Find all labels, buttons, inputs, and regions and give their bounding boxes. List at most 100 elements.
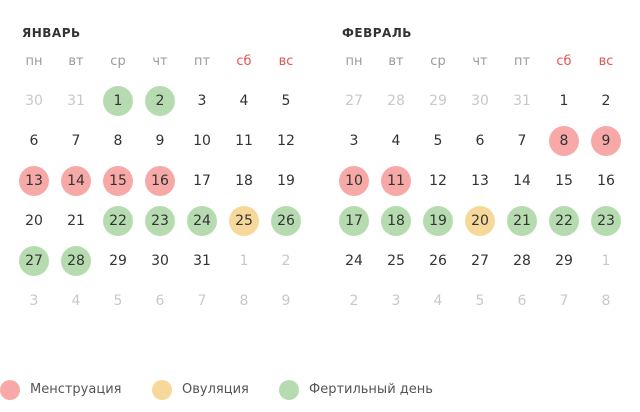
- legend-label: Овуляция: [182, 382, 249, 397]
- day-fertile[interactable]: 22: [549, 206, 579, 236]
- day-outside-month[interactable]: 8: [239, 293, 249, 309]
- day-menstruation[interactable]: 8: [549, 126, 579, 156]
- day-outside-month[interactable]: 4: [433, 293, 443, 309]
- day-outside-month[interactable]: 28: [387, 93, 405, 109]
- day[interactable]: 5: [281, 93, 291, 109]
- day-ovulation[interactable]: 25: [229, 206, 259, 236]
- day[interactable]: 4: [391, 133, 401, 149]
- day[interactable]: 2: [601, 93, 611, 109]
- day-fertile[interactable]: 27: [19, 246, 49, 276]
- day[interactable]: 12: [429, 173, 447, 189]
- day[interactable]: 4: [239, 93, 249, 109]
- day-fertile[interactable]: 1: [103, 86, 133, 116]
- day[interactable]: 18: [235, 173, 253, 189]
- day-fertile[interactable]: 28: [61, 246, 91, 276]
- day-fertile[interactable]: 21: [507, 206, 537, 236]
- day[interactable]: 25: [387, 253, 405, 269]
- day[interactable]: 7: [517, 133, 527, 149]
- weekday-label: сб: [556, 54, 572, 69]
- day-ovulation[interactable]: 20: [465, 206, 495, 236]
- day-outside-month[interactable]: 29: [429, 93, 447, 109]
- day-menstruation[interactable]: 13: [19, 166, 49, 196]
- day-menstruation[interactable]: 16: [145, 166, 175, 196]
- day-outside-month[interactable]: 1: [601, 253, 611, 269]
- day[interactable]: 16: [597, 173, 615, 189]
- weekday-label: ср: [430, 54, 446, 69]
- day-outside-month[interactable]: 7: [197, 293, 207, 309]
- day[interactable]: 13: [471, 173, 489, 189]
- day[interactable]: 14: [513, 173, 531, 189]
- weekday-label: сб: [236, 54, 252, 69]
- day-outside-month[interactable]: 5: [113, 293, 123, 309]
- day[interactable]: 19: [277, 173, 295, 189]
- day-menstruation[interactable]: 9: [591, 126, 621, 156]
- day-fertile[interactable]: 17: [339, 206, 369, 236]
- day[interactable]: 10: [193, 133, 211, 149]
- day[interactable]: 20: [25, 213, 43, 229]
- day-outside-month[interactable]: 6: [517, 293, 527, 309]
- day-menstruation[interactable]: 10: [339, 166, 369, 196]
- day[interactable]: 1: [559, 93, 569, 109]
- day-menstruation[interactable]: 15: [103, 166, 133, 196]
- weekday-label: пт: [513, 54, 531, 69]
- menstruation-dot-icon: [0, 380, 20, 400]
- day-outside-month[interactable]: 3: [391, 293, 401, 309]
- day[interactable]: 5: [433, 133, 443, 149]
- day[interactable]: 17: [193, 173, 211, 189]
- day-outside-month[interactable]: 31: [67, 93, 85, 109]
- day-outside-month[interactable]: 27: [345, 93, 363, 109]
- day[interactable]: 28: [513, 253, 531, 269]
- day[interactable]: 9: [155, 133, 165, 149]
- day-menstruation[interactable]: 11: [381, 166, 411, 196]
- weekday-label: вс: [278, 54, 294, 69]
- day-outside-month[interactable]: 30: [25, 93, 43, 109]
- day-outside-month[interactable]: 6: [155, 293, 165, 309]
- day[interactable]: 26: [429, 253, 447, 269]
- day-fertile[interactable]: 2: [145, 86, 175, 116]
- day[interactable]: 31: [193, 253, 211, 269]
- day-outside-month[interactable]: 3: [29, 293, 39, 309]
- day[interactable]: 12: [277, 133, 295, 149]
- day-outside-month[interactable]: 7: [559, 293, 569, 309]
- day[interactable]: 6: [29, 133, 39, 149]
- day-outside-month[interactable]: 31: [513, 93, 531, 109]
- day-outside-month[interactable]: 1: [239, 253, 249, 269]
- weekday-label: ср: [110, 54, 126, 69]
- day-fertile[interactable]: 18: [381, 206, 411, 236]
- day-outside-month[interactable]: 2: [281, 253, 291, 269]
- day[interactable]: 29: [109, 253, 127, 269]
- weekday-label: вс: [598, 54, 614, 69]
- day[interactable]: 21: [67, 213, 85, 229]
- ovulation-dot-icon: [152, 380, 172, 400]
- day[interactable]: 3: [197, 93, 207, 109]
- day-menstruation[interactable]: 14: [61, 166, 91, 196]
- weekday-label: пн: [25, 54, 43, 69]
- day-fertile[interactable]: 23: [591, 206, 621, 236]
- day-outside-month[interactable]: 5: [475, 293, 485, 309]
- day[interactable]: 8: [113, 133, 123, 149]
- day-fertile[interactable]: 24: [187, 206, 217, 236]
- day[interactable]: 30: [151, 253, 169, 269]
- weekday-label: вт: [68, 54, 84, 69]
- day-fertile[interactable]: 26: [271, 206, 301, 236]
- day-outside-month[interactable]: 30: [471, 93, 489, 109]
- month-title: ФЕВРАЛЬ: [342, 26, 412, 40]
- weekday-label: чт: [472, 54, 488, 69]
- day-outside-month[interactable]: 9: [281, 293, 291, 309]
- day[interactable]: 24: [345, 253, 363, 269]
- day-outside-month[interactable]: 2: [349, 293, 359, 309]
- day[interactable]: 11: [235, 133, 253, 149]
- day[interactable]: 29: [555, 253, 573, 269]
- day[interactable]: 3: [349, 133, 359, 149]
- day[interactable]: 6: [475, 133, 485, 149]
- day-fertile[interactable]: 22: [103, 206, 133, 236]
- day-outside-month[interactable]: 8: [601, 293, 611, 309]
- day-fertile[interactable]: 19: [423, 206, 453, 236]
- month-title: ЯНВАРЬ: [22, 26, 81, 40]
- day[interactable]: 15: [555, 173, 573, 189]
- weekday-label: пт: [193, 54, 211, 69]
- day-outside-month[interactable]: 4: [71, 293, 81, 309]
- day[interactable]: 27: [471, 253, 489, 269]
- day[interactable]: 7: [71, 133, 81, 149]
- day-fertile[interactable]: 23: [145, 206, 175, 236]
